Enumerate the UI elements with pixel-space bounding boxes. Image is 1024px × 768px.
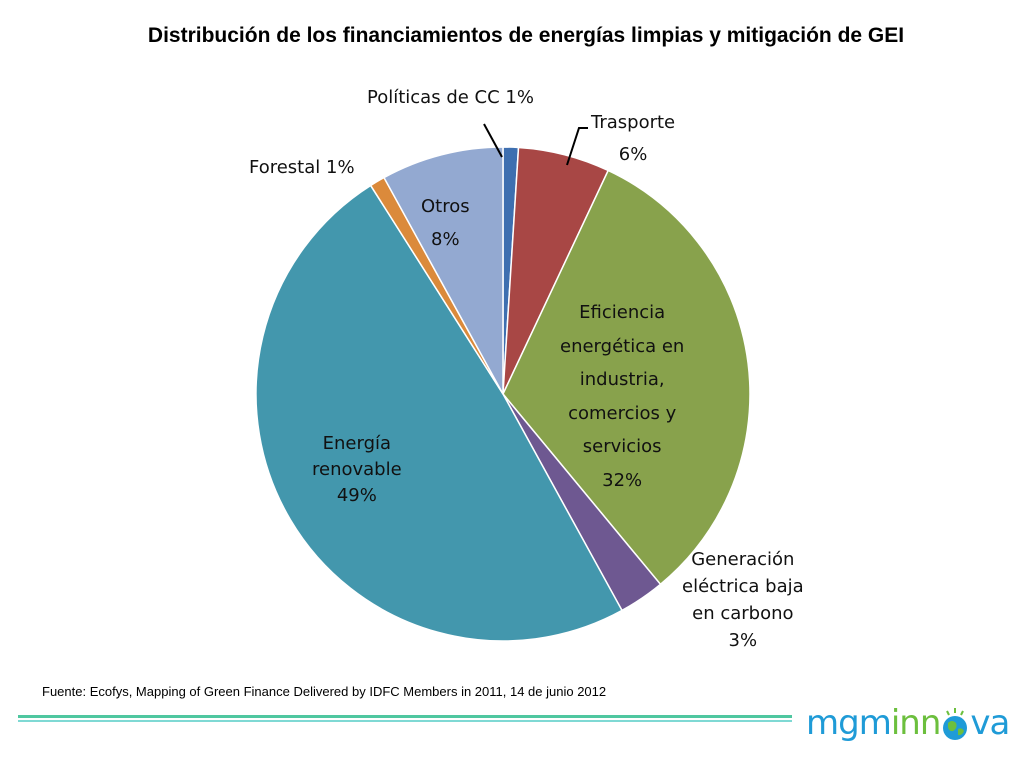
leader-line-trasporte [566,127,588,166]
label-eficiencia: Eficiencia energética en industria, come… [560,296,684,497]
label-renovable: Energía renovable 49% [312,431,402,509]
label-trasporte-name: Trasporte [591,112,676,133]
label-trasporte: Trasporte 6% [591,107,675,171]
label-trasporte-pct: 6% [618,144,648,165]
label-eficiencia-line5: servicios [582,436,662,457]
footer-rule-secondary [18,720,792,722]
label-eficiencia-line4: comercios y [568,402,677,424]
label-renovable-pct: 49% [336,485,377,506]
label-otros-pct: 8% [431,229,460,250]
label-generacion-line3: en carbono [692,603,794,624]
pie-chart [255,123,751,642]
label-otros-name: Otros [421,196,470,217]
label-forestal: Forestal 1% [249,157,355,179]
globe-icon [943,707,968,740]
logo-text-mgm: mgm [806,703,892,743]
label-generacion: Generación eléctrica baja en carbono 3% [682,546,804,654]
label-generacion-line1: Generación [691,549,795,570]
logo-text-inn: inn [890,703,942,743]
label-eficiencia-line3: industria, [579,369,665,390]
footer-rule [18,715,792,718]
pie-slice-renovable [255,184,624,642]
label-generacion-pct: 3% [728,630,758,651]
chart-title: Distribución de los financiamientos de e… [147,24,905,47]
label-eficiencia-line2: energética en [560,335,685,357]
label-generacion-line2: eléctrica baja [682,576,804,597]
label-politicas-line: Políticas de CC 1% [367,87,534,108]
label-renovable-line2: renovable [312,459,402,480]
label-eficiencia-line1: Eficiencia [579,302,666,323]
logo-text-va: va [970,703,1010,743]
pie-slice-eficiencia [502,169,751,586]
leader-line-politicas [483,123,503,158]
label-forestal-line: Forestal 1% [249,157,355,178]
label-politicas: Políticas de CC 1% [367,87,534,109]
label-eficiencia-pct: 32% [602,469,643,491]
source-note: Fuente: Ecofys, Mapping of Green Finance… [42,684,607,699]
label-renovable-line1: Energía [322,433,392,454]
label-otros: Otros 8% [421,190,470,256]
mgminnova-logo: mgminn va [806,703,1010,744]
pie-slice-otros [382,146,504,395]
